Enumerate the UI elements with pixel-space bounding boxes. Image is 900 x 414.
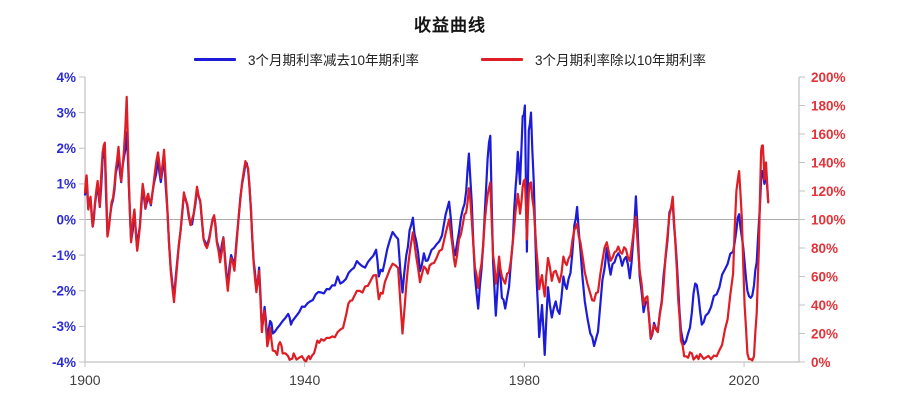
x-axis-tick-label: 1940 (289, 372, 320, 388)
right-axis-tick-label: 0% (811, 355, 831, 370)
right-axis-tick-label: 140% (811, 155, 846, 170)
left-axis-tick-label: -4% (52, 355, 76, 370)
right-axis-tick-label: 160% (811, 127, 846, 142)
right-axis-tick-label: 60% (811, 269, 838, 284)
right-axis-tick-label: 20% (811, 326, 838, 341)
left-axis-tick-label: 4% (56, 70, 76, 85)
x-axis-tick-label: 1900 (69, 372, 100, 388)
blue-line-swatch-icon (193, 57, 236, 61)
legend-item-spread: 3个月期利率减去10年期利率 (193, 49, 419, 69)
left-axis-tick-label: -2% (52, 284, 76, 299)
right-axis-tick-label: 80% (811, 241, 838, 256)
left-axis-tick-label: 2% (56, 141, 76, 156)
chart-title: 收益曲线 (414, 16, 486, 35)
chart-legend: 3个月期利率减去10年期利率 3个月期利率除以10年期利率 (0, 49, 900, 69)
x-axis-tick-label: 2020 (728, 372, 759, 388)
right-axis-tick-label: 40% (811, 298, 838, 313)
left-axis-tick-label: -3% (52, 319, 76, 334)
x-axis-tick-label: 1980 (509, 372, 540, 388)
ratio-line-series (83, 95, 770, 363)
right-axis-tick-label: 120% (811, 184, 846, 199)
left-axis-tick-label: -1% (52, 248, 76, 263)
legend-label-ratio: 3个月期利率除以10年期利率 (535, 53, 707, 68)
right-axis-tick-label: 200% (811, 70, 846, 85)
spread-line-series (83, 104, 770, 356)
left-axis-tick-label: 1% (56, 177, 76, 192)
right-axis-tick-label: 100% (811, 212, 846, 227)
left-axis-tick-label: 0% (56, 212, 76, 227)
left-axis-tick-label: 3% (56, 105, 76, 120)
right-axis-tick-label: 180% (811, 98, 846, 113)
legend-item-ratio: 3个月期利率除以10年期利率 (481, 49, 706, 69)
legend-label-spread: 3个月期利率减去10年期利率 (247, 53, 419, 68)
red-line-swatch-icon (481, 57, 523, 61)
